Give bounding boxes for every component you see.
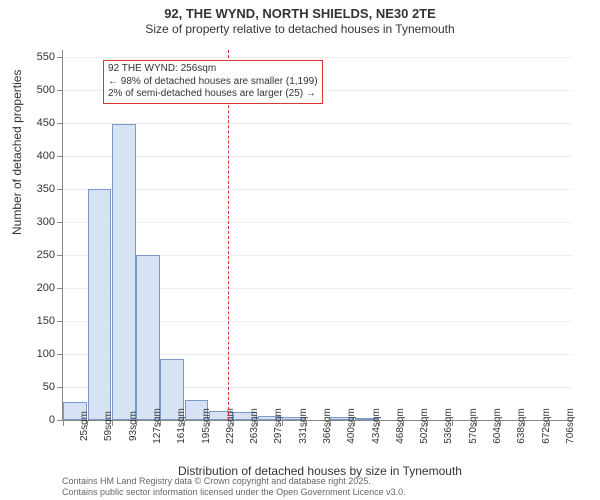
x-tick xyxy=(403,420,404,426)
x-tick-label: 400sqm xyxy=(346,408,357,444)
y-tick-label: 350 xyxy=(37,183,55,195)
page-subtitle: Size of property relative to detached ho… xyxy=(0,22,600,36)
y-tick-label: 50 xyxy=(43,381,55,393)
y-tick xyxy=(57,189,63,190)
y-tick xyxy=(57,123,63,124)
y-tick-label: 400 xyxy=(37,150,55,162)
histogram-bar xyxy=(136,255,160,420)
x-tick xyxy=(63,420,64,426)
gridline xyxy=(63,57,573,58)
x-tick-label: 366sqm xyxy=(322,408,333,444)
y-tick-label: 250 xyxy=(37,249,55,261)
x-tick-label: 263sqm xyxy=(249,408,260,444)
x-tick xyxy=(233,420,234,426)
x-tick xyxy=(112,420,113,426)
x-tick xyxy=(160,420,161,426)
annotation-line: ← 98% of detached houses are smaller (1,… xyxy=(108,76,318,89)
x-tick-label: 706sqm xyxy=(565,408,576,444)
histogram-chart: 05010015020025030035040045050055025sqm59… xyxy=(62,50,573,421)
y-tick-label: 300 xyxy=(37,216,55,228)
x-tick xyxy=(282,420,283,426)
y-tick xyxy=(57,255,63,256)
y-tick-label: 500 xyxy=(37,84,55,96)
y-tick xyxy=(57,156,63,157)
gridline xyxy=(63,156,573,157)
x-tick-label: 434sqm xyxy=(371,408,382,444)
x-tick xyxy=(306,420,307,426)
y-tick xyxy=(57,90,63,91)
x-tick-label: 502sqm xyxy=(419,408,430,444)
x-tick xyxy=(184,420,185,426)
y-tick-label: 450 xyxy=(37,117,55,129)
x-tick-label: 297sqm xyxy=(273,408,284,444)
x-tick-label: 570sqm xyxy=(468,408,479,444)
y-tick xyxy=(57,57,63,58)
y-tick xyxy=(57,222,63,223)
annotation-line: 92 THE WYND: 256sqm xyxy=(108,63,318,76)
x-tick-label: 604sqm xyxy=(492,408,503,444)
x-tick xyxy=(452,420,453,426)
gridline xyxy=(63,189,573,190)
x-tick xyxy=(330,420,331,426)
histogram-bar xyxy=(88,189,112,420)
x-tick xyxy=(500,420,501,426)
x-tick-label: 468sqm xyxy=(395,408,406,444)
x-tick xyxy=(549,420,550,426)
y-tick xyxy=(57,387,63,388)
y-axis-label: Number of detached properties xyxy=(10,70,24,235)
gridline xyxy=(63,222,573,223)
y-tick xyxy=(57,321,63,322)
x-tick-label: 331sqm xyxy=(298,408,309,444)
x-tick-label: 672sqm xyxy=(541,408,552,444)
x-tick xyxy=(476,420,477,426)
annotation-box: 92 THE WYND: 256sqm← 98% of detached hou… xyxy=(103,60,323,104)
x-tick xyxy=(524,420,525,426)
gridline xyxy=(63,123,573,124)
x-tick xyxy=(379,420,380,426)
y-tick-label: 550 xyxy=(37,51,55,63)
y-tick-label: 150 xyxy=(37,315,55,327)
x-tick xyxy=(427,420,428,426)
y-tick xyxy=(57,288,63,289)
x-tick-label: 638sqm xyxy=(516,408,527,444)
x-tick xyxy=(136,420,137,426)
y-tick-label: 100 xyxy=(37,348,55,360)
y-tick-label: 200 xyxy=(37,282,55,294)
y-tick-label: 0 xyxy=(49,414,55,426)
annotation-line: 2% of semi-detached houses are larger (2… xyxy=(108,88,318,101)
x-tick xyxy=(87,420,88,426)
x-tick xyxy=(209,420,210,426)
histogram-bar xyxy=(112,124,136,420)
page-title: 92, THE WYND, NORTH SHIELDS, NE30 2TE xyxy=(0,6,600,21)
credits-text: Contains HM Land Registry data © Crown c… xyxy=(62,476,406,498)
y-tick xyxy=(57,354,63,355)
x-tick xyxy=(257,420,258,426)
x-tick-label: 536sqm xyxy=(443,408,454,444)
x-tick xyxy=(354,420,355,426)
reference-line xyxy=(228,50,229,420)
